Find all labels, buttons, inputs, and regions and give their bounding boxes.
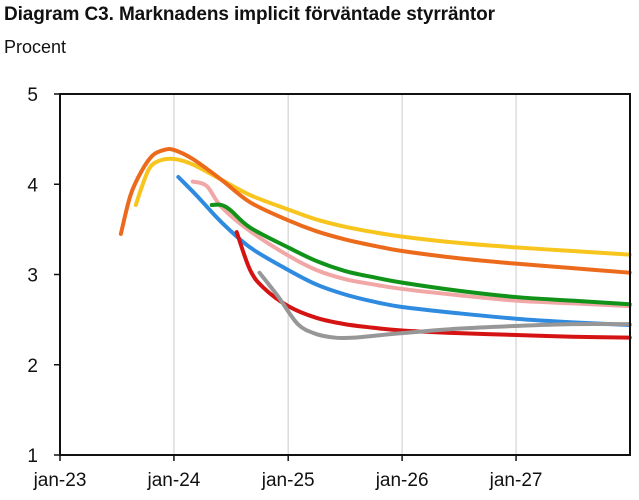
series-line-5 <box>209 202 632 307</box>
series-lines <box>118 147 632 341</box>
plot-frame <box>59 93 631 456</box>
y-axis-unit: Procent <box>4 37 67 57</box>
x-tick-label: jan-27 <box>489 470 543 491</box>
grid <box>173 94 517 455</box>
y-tick-label: 4 <box>27 175 38 196</box>
series-line-2 <box>118 147 632 275</box>
x-tick-label: jan-23 <box>33 470 87 491</box>
series-line-1 <box>133 156 632 257</box>
y-tick-label: 1 <box>27 446 38 467</box>
y-tick-label: 2 <box>27 356 38 377</box>
x-tick-label: jan-25 <box>261 470 315 491</box>
y-tick-label: 3 <box>27 266 38 287</box>
y-tick-label: 5 <box>27 85 38 106</box>
series-line-6 <box>234 230 632 340</box>
series-line-4 <box>176 175 632 328</box>
x-tick-label: jan-26 <box>375 470 429 491</box>
series-line-7 <box>257 270 632 341</box>
chart-title: Diagram C3. Marknadens implicit förvänta… <box>4 4 495 25</box>
x-tick-label: jan-24 <box>147 470 201 491</box>
x-axis: jan-23 jan-24 jan-25 jan-26 jan-27 <box>33 455 543 491</box>
y-axis: 1 2 3 4 5 <box>27 85 60 467</box>
